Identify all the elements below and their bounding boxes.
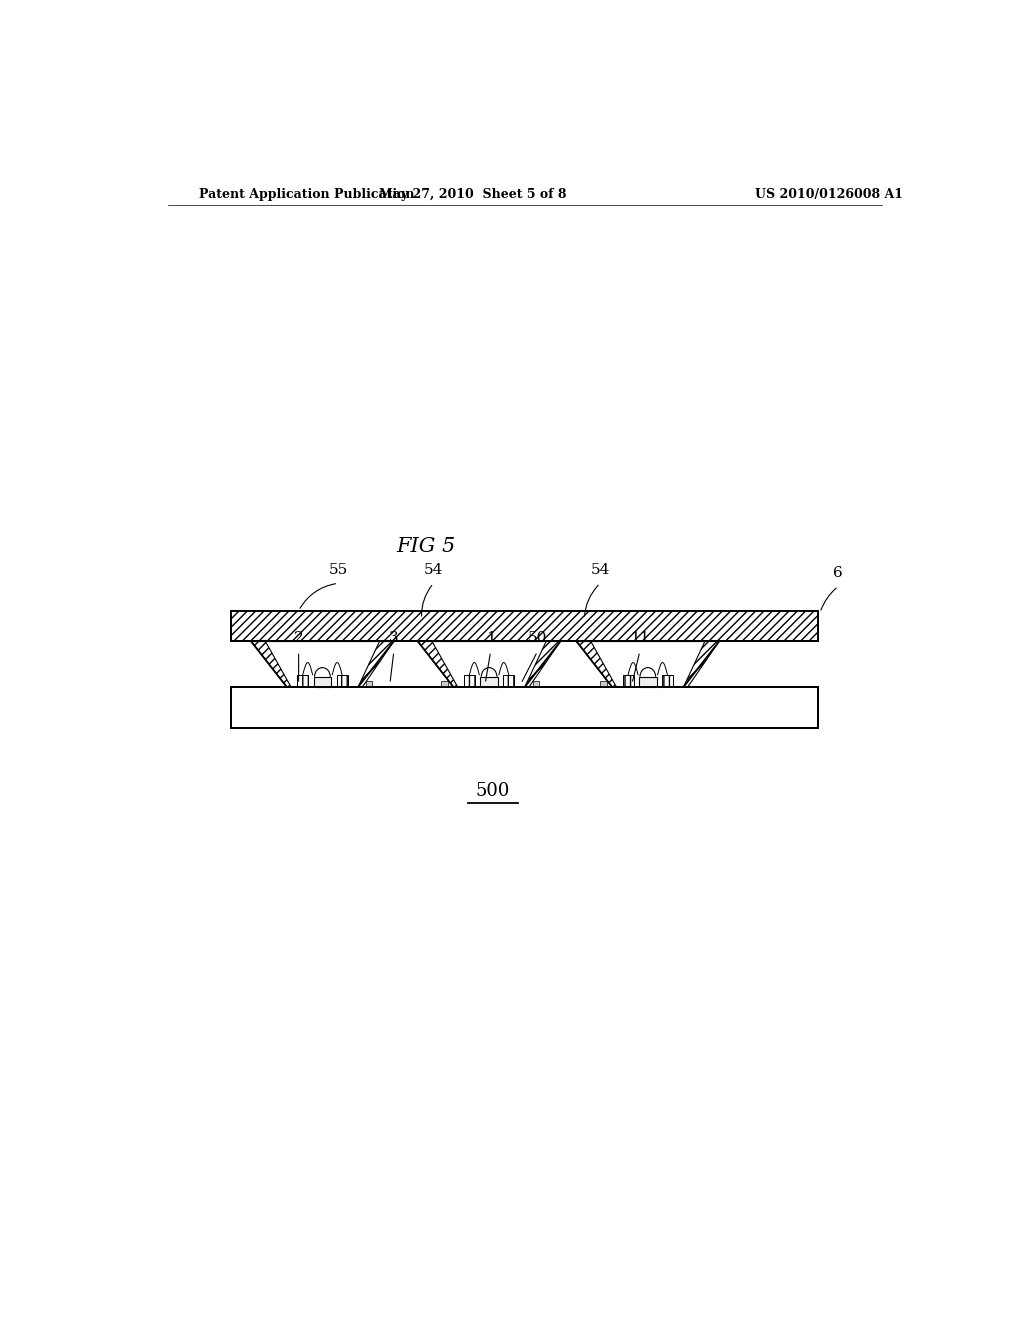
Bar	[639, 677, 656, 686]
Text: 54: 54	[591, 564, 610, 577]
Bar	[600, 681, 606, 686]
Bar	[441, 681, 447, 686]
Polygon shape	[418, 642, 560, 686]
Polygon shape	[418, 642, 458, 686]
Polygon shape	[358, 642, 394, 686]
Polygon shape	[524, 642, 560, 686]
Text: 3: 3	[389, 631, 398, 645]
Text: Patent Application Publication: Patent Application Publication	[200, 189, 415, 202]
Text: 50: 50	[527, 631, 547, 645]
Text: 54: 54	[424, 564, 443, 577]
Text: 2: 2	[294, 631, 303, 645]
Polygon shape	[251, 642, 394, 686]
Bar	[231, 611, 818, 642]
Bar	[480, 677, 498, 686]
Text: 1: 1	[485, 631, 496, 645]
Text: May 27, 2010  Sheet 5 of 8: May 27, 2010 Sheet 5 of 8	[380, 189, 567, 202]
Bar	[337, 675, 347, 686]
Text: 500: 500	[476, 781, 510, 800]
Bar	[623, 675, 634, 686]
Polygon shape	[577, 642, 616, 686]
Polygon shape	[577, 642, 719, 686]
Text: US 2010/0126008 A1: US 2010/0126008 A1	[755, 189, 903, 202]
Bar	[662, 675, 673, 686]
Polygon shape	[251, 642, 291, 686]
Bar	[464, 675, 475, 686]
Text: 55: 55	[329, 564, 348, 577]
Bar	[532, 681, 539, 686]
Text: FIG 5: FIG 5	[396, 537, 456, 556]
Bar	[313, 677, 331, 686]
Bar	[367, 681, 373, 686]
Bar	[503, 675, 514, 686]
Text: 6: 6	[834, 566, 843, 579]
Bar	[297, 675, 308, 686]
Bar	[231, 686, 818, 727]
Polygon shape	[684, 642, 719, 686]
Text: 11: 11	[630, 631, 649, 645]
